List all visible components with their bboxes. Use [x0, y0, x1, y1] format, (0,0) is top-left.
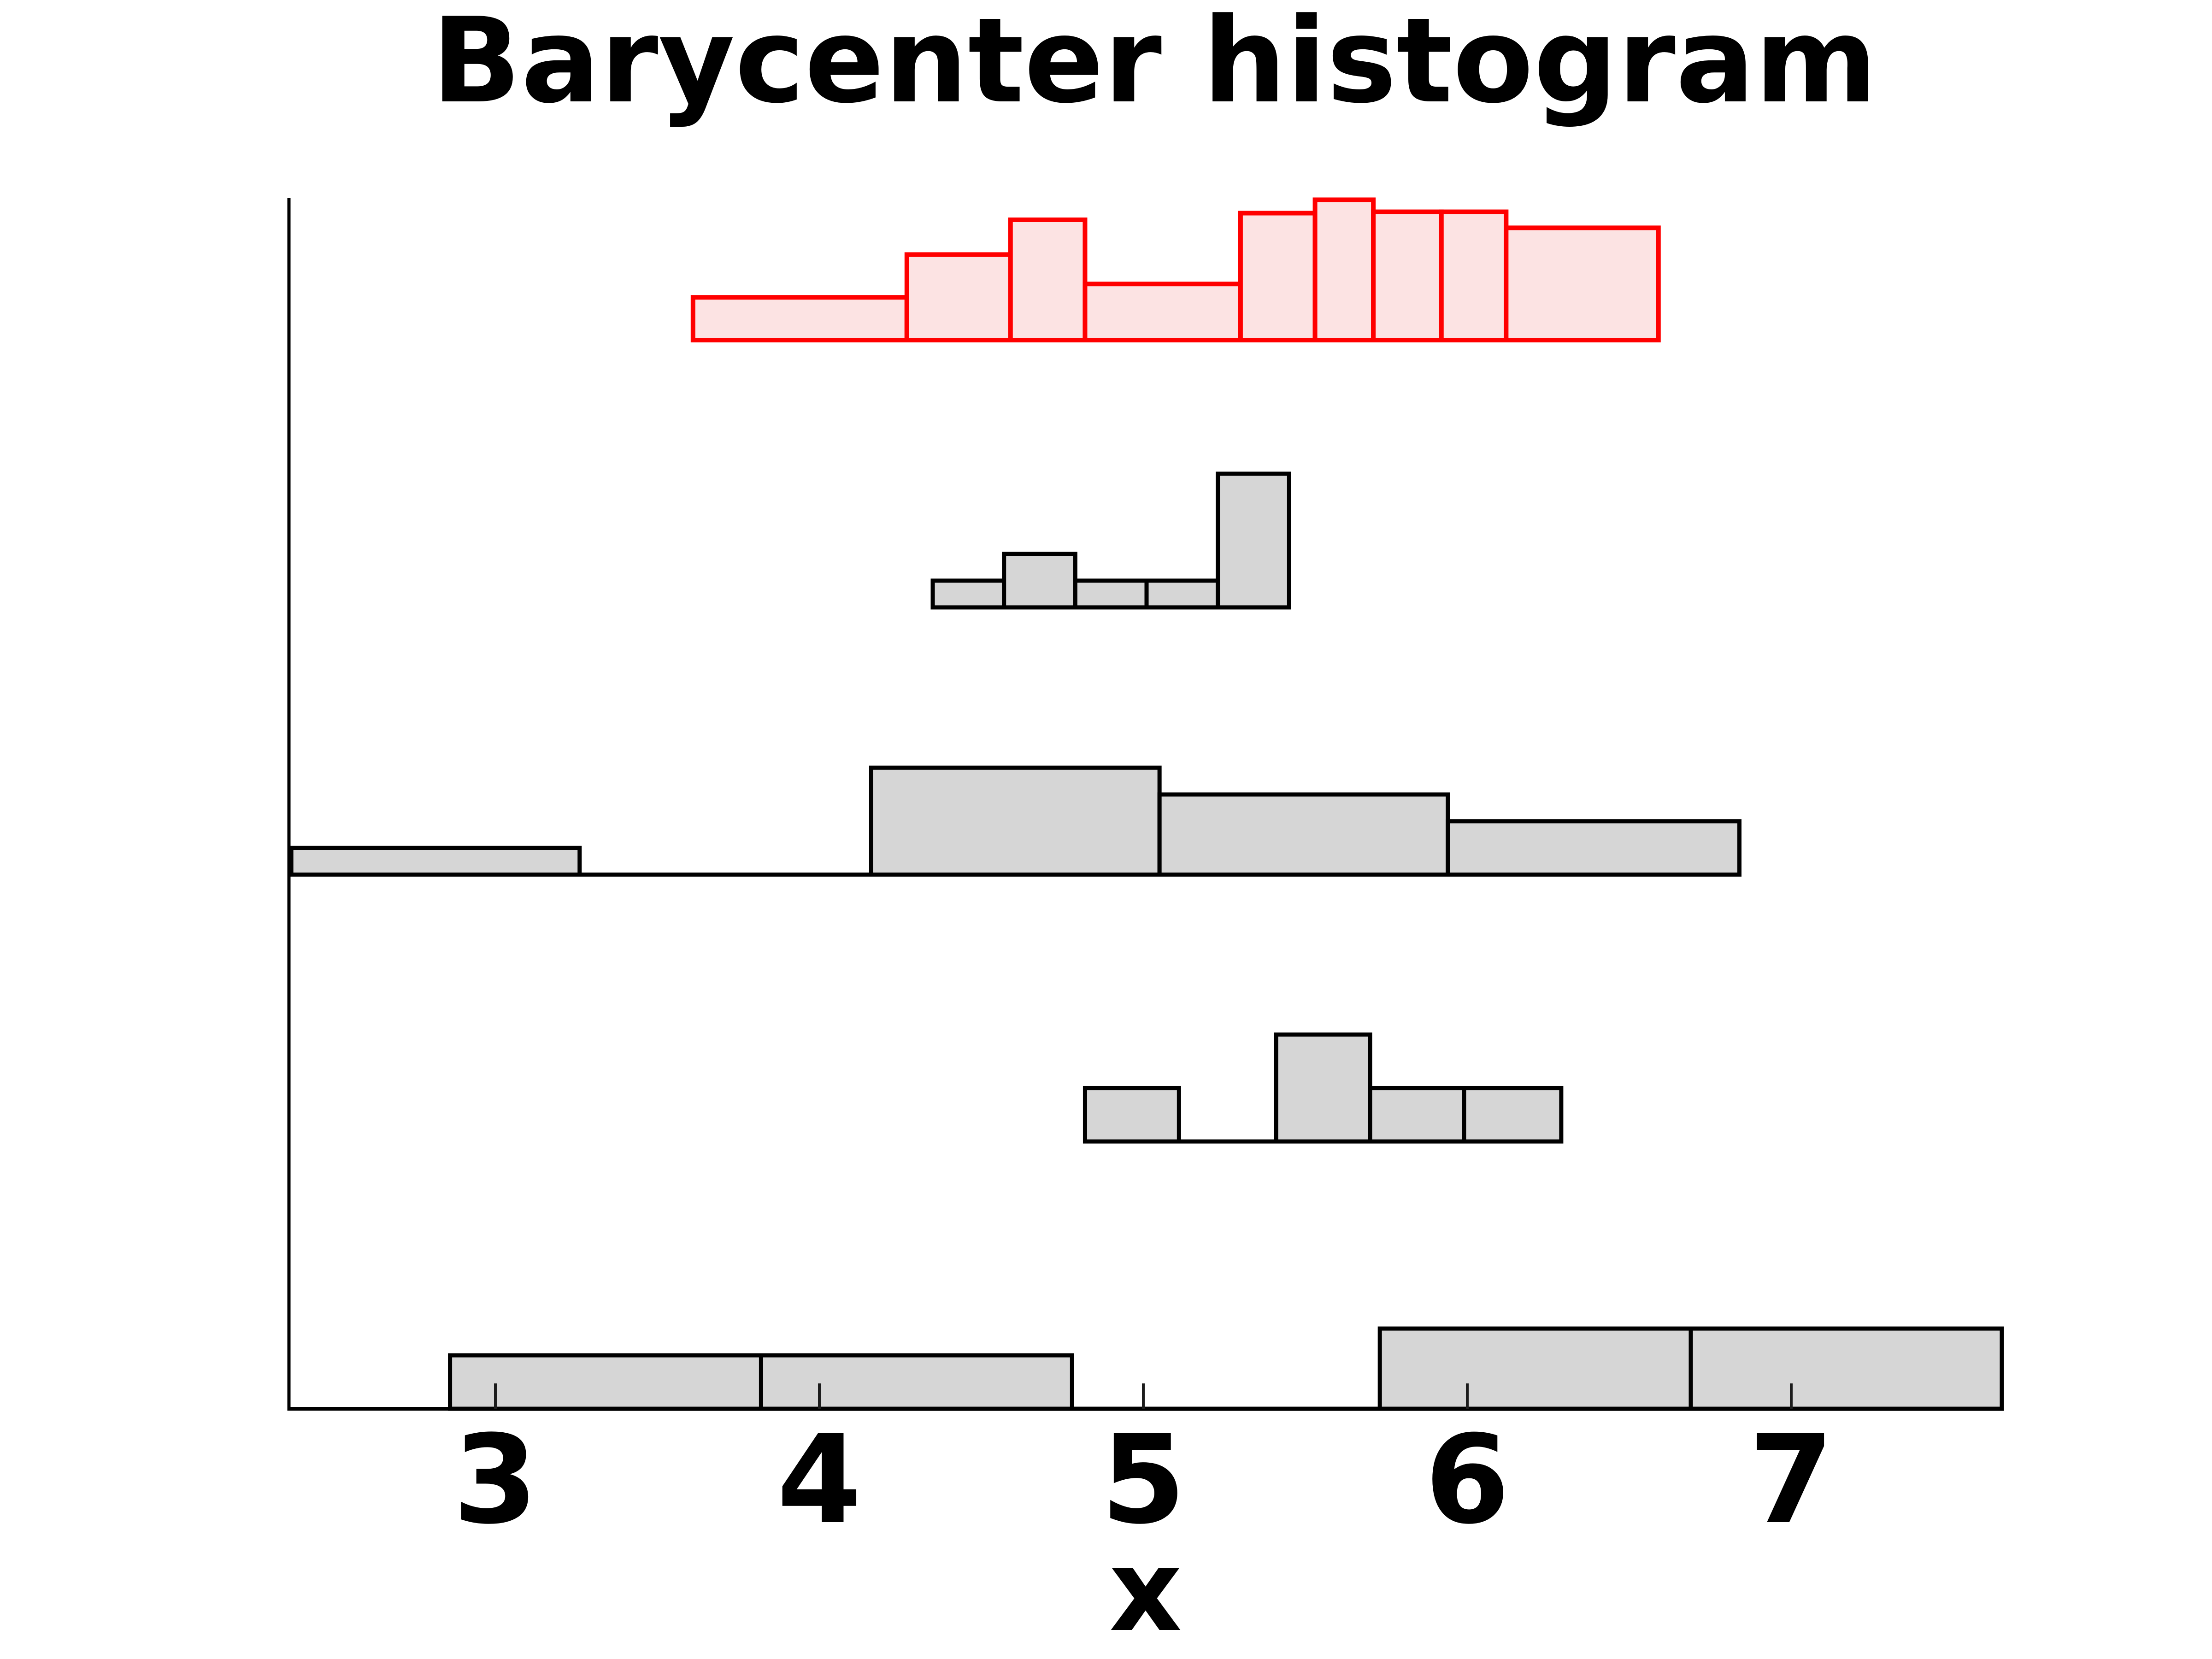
x-tick-label-5: 5: [1100, 1409, 1186, 1551]
histogram-bar: [1377, 1326, 1693, 1411]
histogram-input-histogram-4: [448, 1326, 2004, 1411]
histogram-bar: [1274, 1032, 1372, 1144]
histogram-bar: [1082, 282, 1243, 343]
x-tick-label-6: 6: [1424, 1409, 1510, 1551]
histogram-bar: [1216, 471, 1291, 610]
histogram-bar: [1371, 209, 1444, 342]
histogram-bar: [930, 578, 1006, 610]
histogram-bar: [759, 1353, 1074, 1411]
histogram-bar: [690, 295, 909, 343]
histogram-bar: [1439, 209, 1509, 342]
histogram-bar: [1008, 218, 1088, 342]
histogram-bar: [1312, 197, 1376, 342]
histogram-bar: [289, 846, 582, 877]
histogram-bar: [1688, 1326, 2004, 1411]
x-axis-label: x: [1109, 1525, 1182, 1657]
histogram-bar: [1462, 1086, 1564, 1144]
histogram-barycenter: [690, 197, 1661, 343]
histogram-input-histogram-1: [930, 471, 1291, 610]
histogram-bar: [869, 765, 1162, 877]
histogram-bar: [904, 252, 1013, 343]
x-tick-label-4: 4: [777, 1409, 862, 1551]
histogram-bar: [1504, 225, 1661, 342]
histogram-bar: [1073, 578, 1149, 610]
histogram-bar: [1238, 211, 1318, 342]
histogram-bar: [1144, 578, 1220, 610]
histogram-bar: [1082, 1086, 1181, 1144]
histogram-bar: [1157, 792, 1450, 877]
histogram-bar: [1002, 552, 1077, 610]
x-tick-label-3: 3: [453, 1409, 538, 1551]
histogram-input-histogram-3: [1082, 1032, 1564, 1144]
histogram-input-histogram-2: [289, 765, 1742, 877]
histogram-bar: [1368, 1086, 1466, 1144]
histogram-bar: [448, 1353, 763, 1411]
histogram-bar: [1446, 819, 1742, 877]
x-tick-label-7: 7: [1748, 1409, 1834, 1551]
chart-title: Barycenter histogram: [431, 0, 1877, 129]
